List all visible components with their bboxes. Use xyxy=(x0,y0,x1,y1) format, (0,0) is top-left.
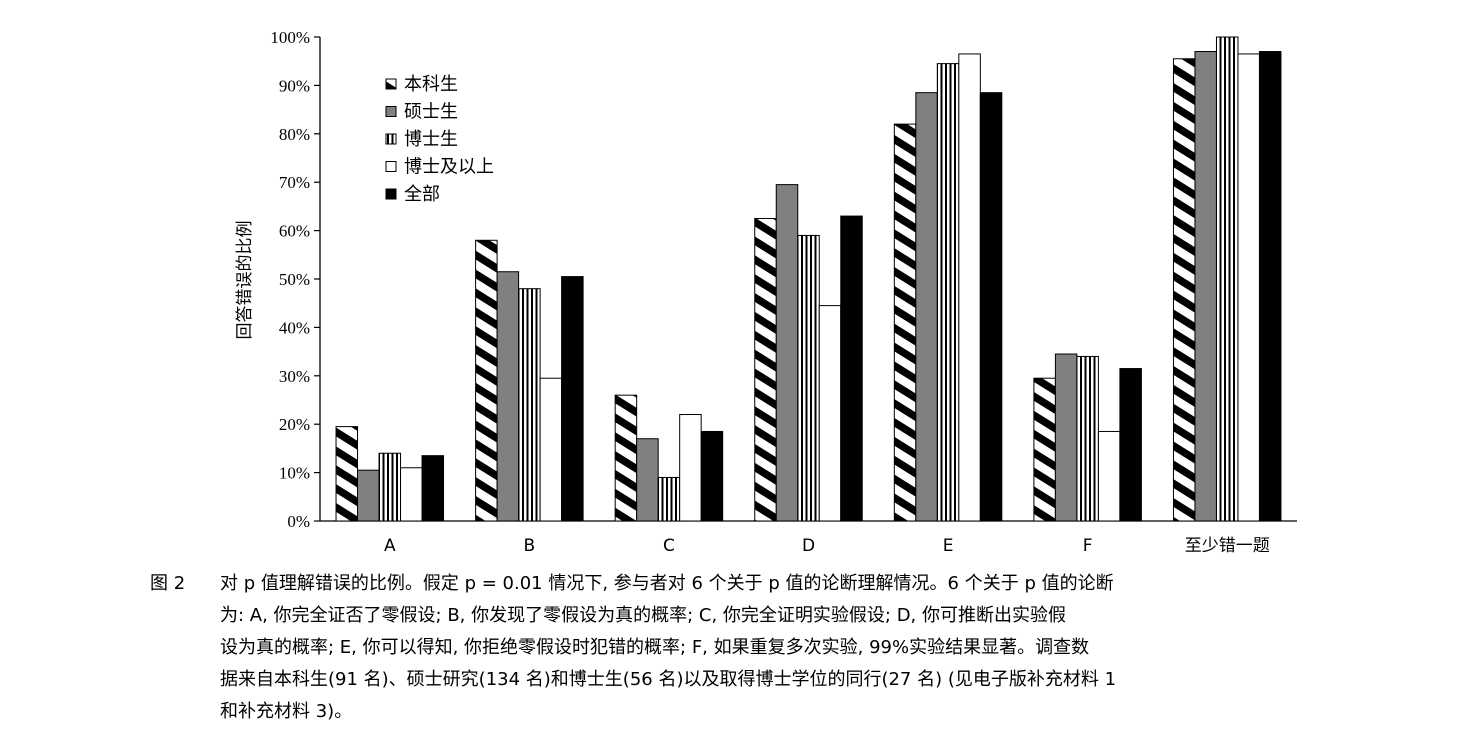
bar xyxy=(1237,53,1260,522)
y-tick-label: 100% xyxy=(270,28,310,47)
bar xyxy=(1054,353,1078,522)
caption-line-3: 设为真的概率; E, 你可以得知, 你拒绝零假设时犯错的概率; F, 如果重复多… xyxy=(220,637,1090,658)
legend-swatch xyxy=(385,106,397,117)
legend-swatch xyxy=(385,161,397,172)
bar xyxy=(400,467,423,522)
x-tick-label: F xyxy=(1083,536,1093,556)
y-tick-label: 40% xyxy=(279,318,310,337)
legend-label: 硕士生 xyxy=(404,102,458,123)
bar xyxy=(958,53,981,522)
caption-text-1: 对 p 值理解错误的比例。假定 p = 0.01 情况下, 参与者对 6 个关于… xyxy=(220,573,1114,594)
bar xyxy=(893,123,917,522)
bar-chart: 0% 10% 20% 30% 40% 50% 60% 70% 80% 90% 100% A B C D E F 至… xyxy=(235,28,1297,556)
bar xyxy=(539,377,563,522)
figure-caption: 图 2 对 p 值理解错误的比例。假定 p = 0.01 情况下, 参与者对 6 … xyxy=(150,568,1380,728)
caption-line-2: 为: A, 你完全证否了零假设; B, 你发现了零假设为真的概率; C, 你完全… xyxy=(220,605,1067,626)
bar xyxy=(518,288,541,522)
bar xyxy=(979,92,1003,522)
bar xyxy=(614,394,638,522)
x-tick-label: 至少错一题 xyxy=(1185,536,1270,556)
x-tick-label: B xyxy=(524,536,536,556)
bar xyxy=(335,426,359,522)
y-tick-label: 10% xyxy=(279,464,310,483)
bar xyxy=(1119,368,1142,522)
bar xyxy=(679,414,702,522)
legend-label: 全部 xyxy=(404,184,440,205)
legend-label: 博士及以上 xyxy=(404,157,494,178)
y-tick-label: 80% xyxy=(279,125,310,144)
bar xyxy=(1258,51,1282,522)
bar xyxy=(754,218,777,522)
bar xyxy=(475,239,498,522)
bar xyxy=(1033,377,1056,522)
bar xyxy=(636,438,659,522)
caption-line-5: 和补充材料 3)。 xyxy=(220,701,353,722)
y-tick-label: 30% xyxy=(279,367,310,386)
legend-label: 博士生 xyxy=(404,129,458,150)
bar xyxy=(1097,430,1121,522)
caption-line-4: 据来自本科生(91 名)、硕士研究(134 名)和博士生(56 名)以及取得博士… xyxy=(220,669,1117,690)
bar xyxy=(657,476,681,522)
bar xyxy=(378,452,402,522)
bar xyxy=(496,271,520,522)
y-tick-label: 60% xyxy=(279,222,310,241)
axes: 0% 10% 20% 30% 40% 50% 60% 70% 80% 90% 100% A B C D E F 至… xyxy=(270,28,1297,556)
bar xyxy=(915,92,938,522)
legend-swatch xyxy=(385,188,397,200)
bar xyxy=(357,469,380,522)
y-tick-label: 90% xyxy=(279,76,310,95)
x-tick-label: A xyxy=(384,536,396,556)
x-tick-label: E xyxy=(943,536,954,556)
bar xyxy=(840,215,863,522)
bar xyxy=(818,305,842,522)
y-tick-label: 50% xyxy=(279,270,310,289)
bar xyxy=(561,276,584,522)
caption-line-1: 图 2 对 p 值理解错误的比例。假定 p = 0.01 情况下, 参与者对 6 … xyxy=(150,568,1380,600)
y-tick-label: 0% xyxy=(287,512,310,531)
bar xyxy=(1076,355,1099,522)
y-axis-title: 回答错误的比例 xyxy=(235,221,255,340)
x-tick-label: D xyxy=(802,536,815,556)
y-tick-label: 70% xyxy=(279,173,310,192)
y-tick-label: 20% xyxy=(279,415,310,434)
x-tick-label: C xyxy=(663,536,675,556)
bar xyxy=(421,455,445,522)
bar xyxy=(1172,58,1196,522)
bar xyxy=(1194,51,1217,522)
bar xyxy=(700,430,724,522)
legend-swatch xyxy=(385,78,397,90)
bar xyxy=(1215,36,1239,522)
bar xyxy=(936,63,960,522)
bar xyxy=(775,184,799,522)
legend-swatch xyxy=(385,133,397,145)
legend-label: 本科生 xyxy=(404,74,458,95)
bar xyxy=(797,234,820,522)
bars xyxy=(335,36,1282,522)
figure-number: 图 2 xyxy=(150,573,186,594)
